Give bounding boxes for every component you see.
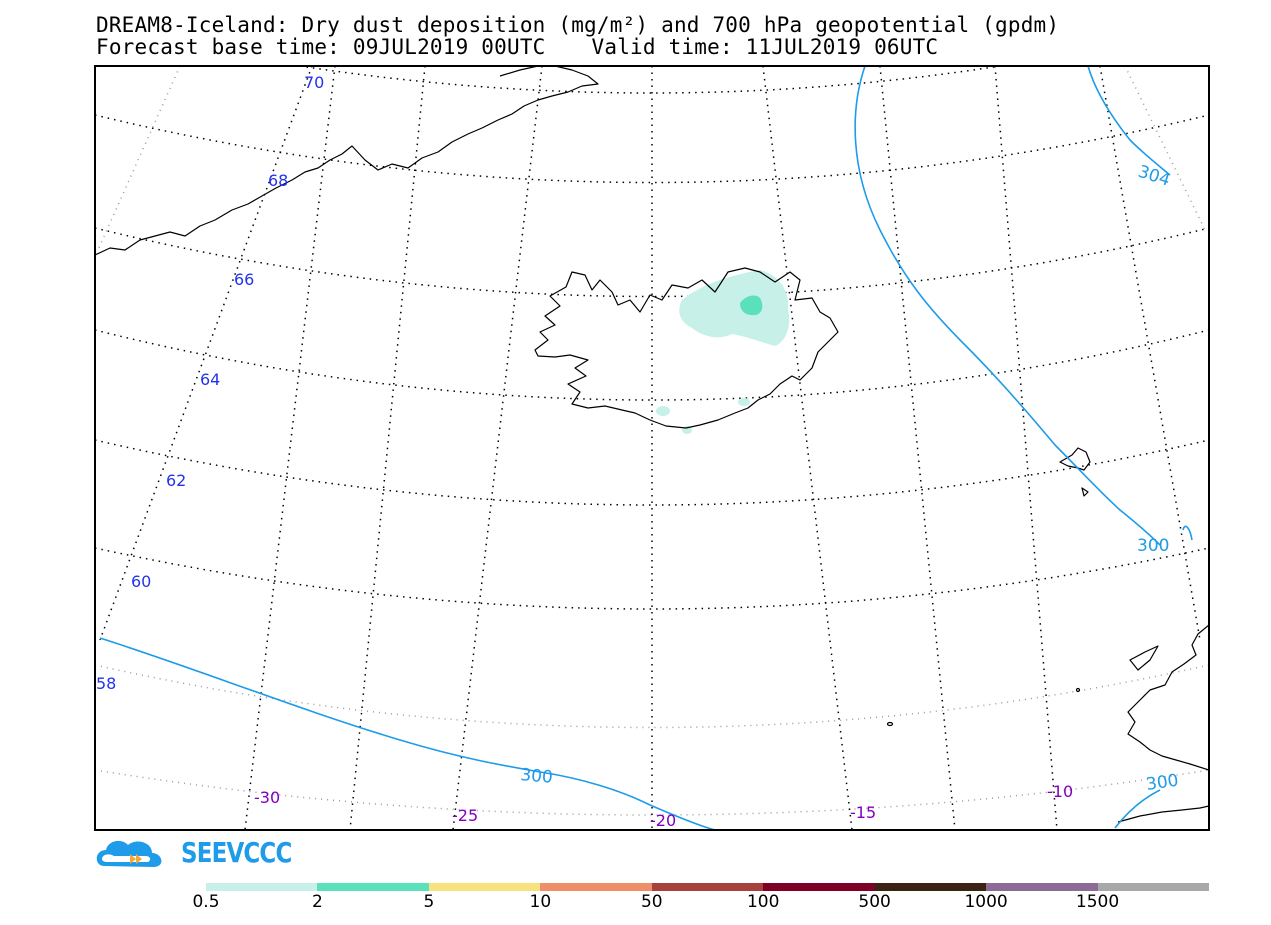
lat-label-68: 68 xyxy=(268,171,288,190)
logo-text: SEEVCCC xyxy=(181,836,292,869)
legend-label-50: 50 xyxy=(640,892,663,912)
contour-label-300-southwest: 300 xyxy=(520,765,554,788)
legend-label-500: 500 xyxy=(858,892,891,912)
contour-label-300-east: 300 xyxy=(1137,536,1169,556)
contour-label-304: 304 xyxy=(1135,162,1172,191)
lat-label-58: 58 xyxy=(96,674,116,693)
lon-label-minus-20: -20 xyxy=(650,811,676,830)
lat-label-60: 60 xyxy=(131,572,151,591)
contour-300-east xyxy=(854,66,1161,546)
chart-subtitle: Forecast base time: 09JUL2019 00UTC Valid… xyxy=(96,36,938,58)
contour-304 xyxy=(1087,66,1171,176)
contour-300-west xyxy=(99,637,716,830)
norway-coastline xyxy=(1127,624,1209,771)
dust-area-low xyxy=(679,270,790,346)
iceland-coastline xyxy=(534,267,839,429)
valid-time: Valid time: 11JUL2019 06UTC xyxy=(591,35,939,59)
lat-label-66: 66 xyxy=(234,270,254,289)
dust-area-south-3 xyxy=(738,398,750,406)
cloud-logo-icon xyxy=(96,840,162,867)
lat-label-64: 64 xyxy=(200,370,220,389)
lat-label-70: 70 xyxy=(304,73,324,92)
greenland-coastline xyxy=(95,66,599,256)
dust-area-medium xyxy=(740,295,763,316)
color-legend-bar xyxy=(206,883,1209,891)
legend-label-1500: 1500 xyxy=(1075,892,1120,912)
lon-label-minus-15: -15 xyxy=(850,803,876,822)
contour-300-southeast xyxy=(1114,789,1161,829)
jan-mayen-coastline xyxy=(499,66,539,77)
legend-swatch-6 xyxy=(763,883,875,891)
contour-300-east-hook xyxy=(1182,525,1193,541)
dust-area-south-1 xyxy=(656,406,670,416)
latitude-gridlines xyxy=(95,66,1209,816)
lat-label-62: 62 xyxy=(166,471,186,490)
legend-swatch-2 xyxy=(317,883,429,891)
legend-swatch-9 xyxy=(1097,883,1209,891)
legend-swatch-5 xyxy=(651,883,764,891)
legend-label-5: 5 xyxy=(423,892,435,912)
legend-label-100: 100 xyxy=(746,892,780,912)
lon-label-minus-25: -25 xyxy=(452,806,478,825)
legend-swatch-3 xyxy=(428,883,541,891)
legend-label-0-5: 0.5 xyxy=(192,892,220,912)
geopotential-contours xyxy=(99,66,1193,830)
longitude-gridlines xyxy=(97,66,1206,830)
dust-deposition-shading xyxy=(656,270,790,434)
faroe-islands-coastline xyxy=(1059,447,1091,497)
coastlines xyxy=(95,66,1209,823)
legend-label-10: 10 xyxy=(529,892,552,912)
forecast-base-time: Forecast base time: 09JUL2019 00UTC xyxy=(96,35,546,59)
contour-label-300-southeast: 300 xyxy=(1145,771,1180,795)
legend-swatch-4 xyxy=(540,883,652,891)
legend-swatch-7 xyxy=(874,883,987,891)
legend-label-2: 2 xyxy=(312,892,323,912)
legend-swatch-8 xyxy=(986,883,1098,891)
lon-label-minus-30: -30 xyxy=(254,788,280,807)
map-frame xyxy=(94,65,1210,831)
legend-swatch-1 xyxy=(206,883,318,891)
lon-label-minus-10: -10 xyxy=(1047,782,1073,801)
chart-title: DREAM8-Iceland: Dry dust deposition (mg/… xyxy=(96,13,1060,37)
legend-label-1000: 1000 xyxy=(964,892,1008,912)
